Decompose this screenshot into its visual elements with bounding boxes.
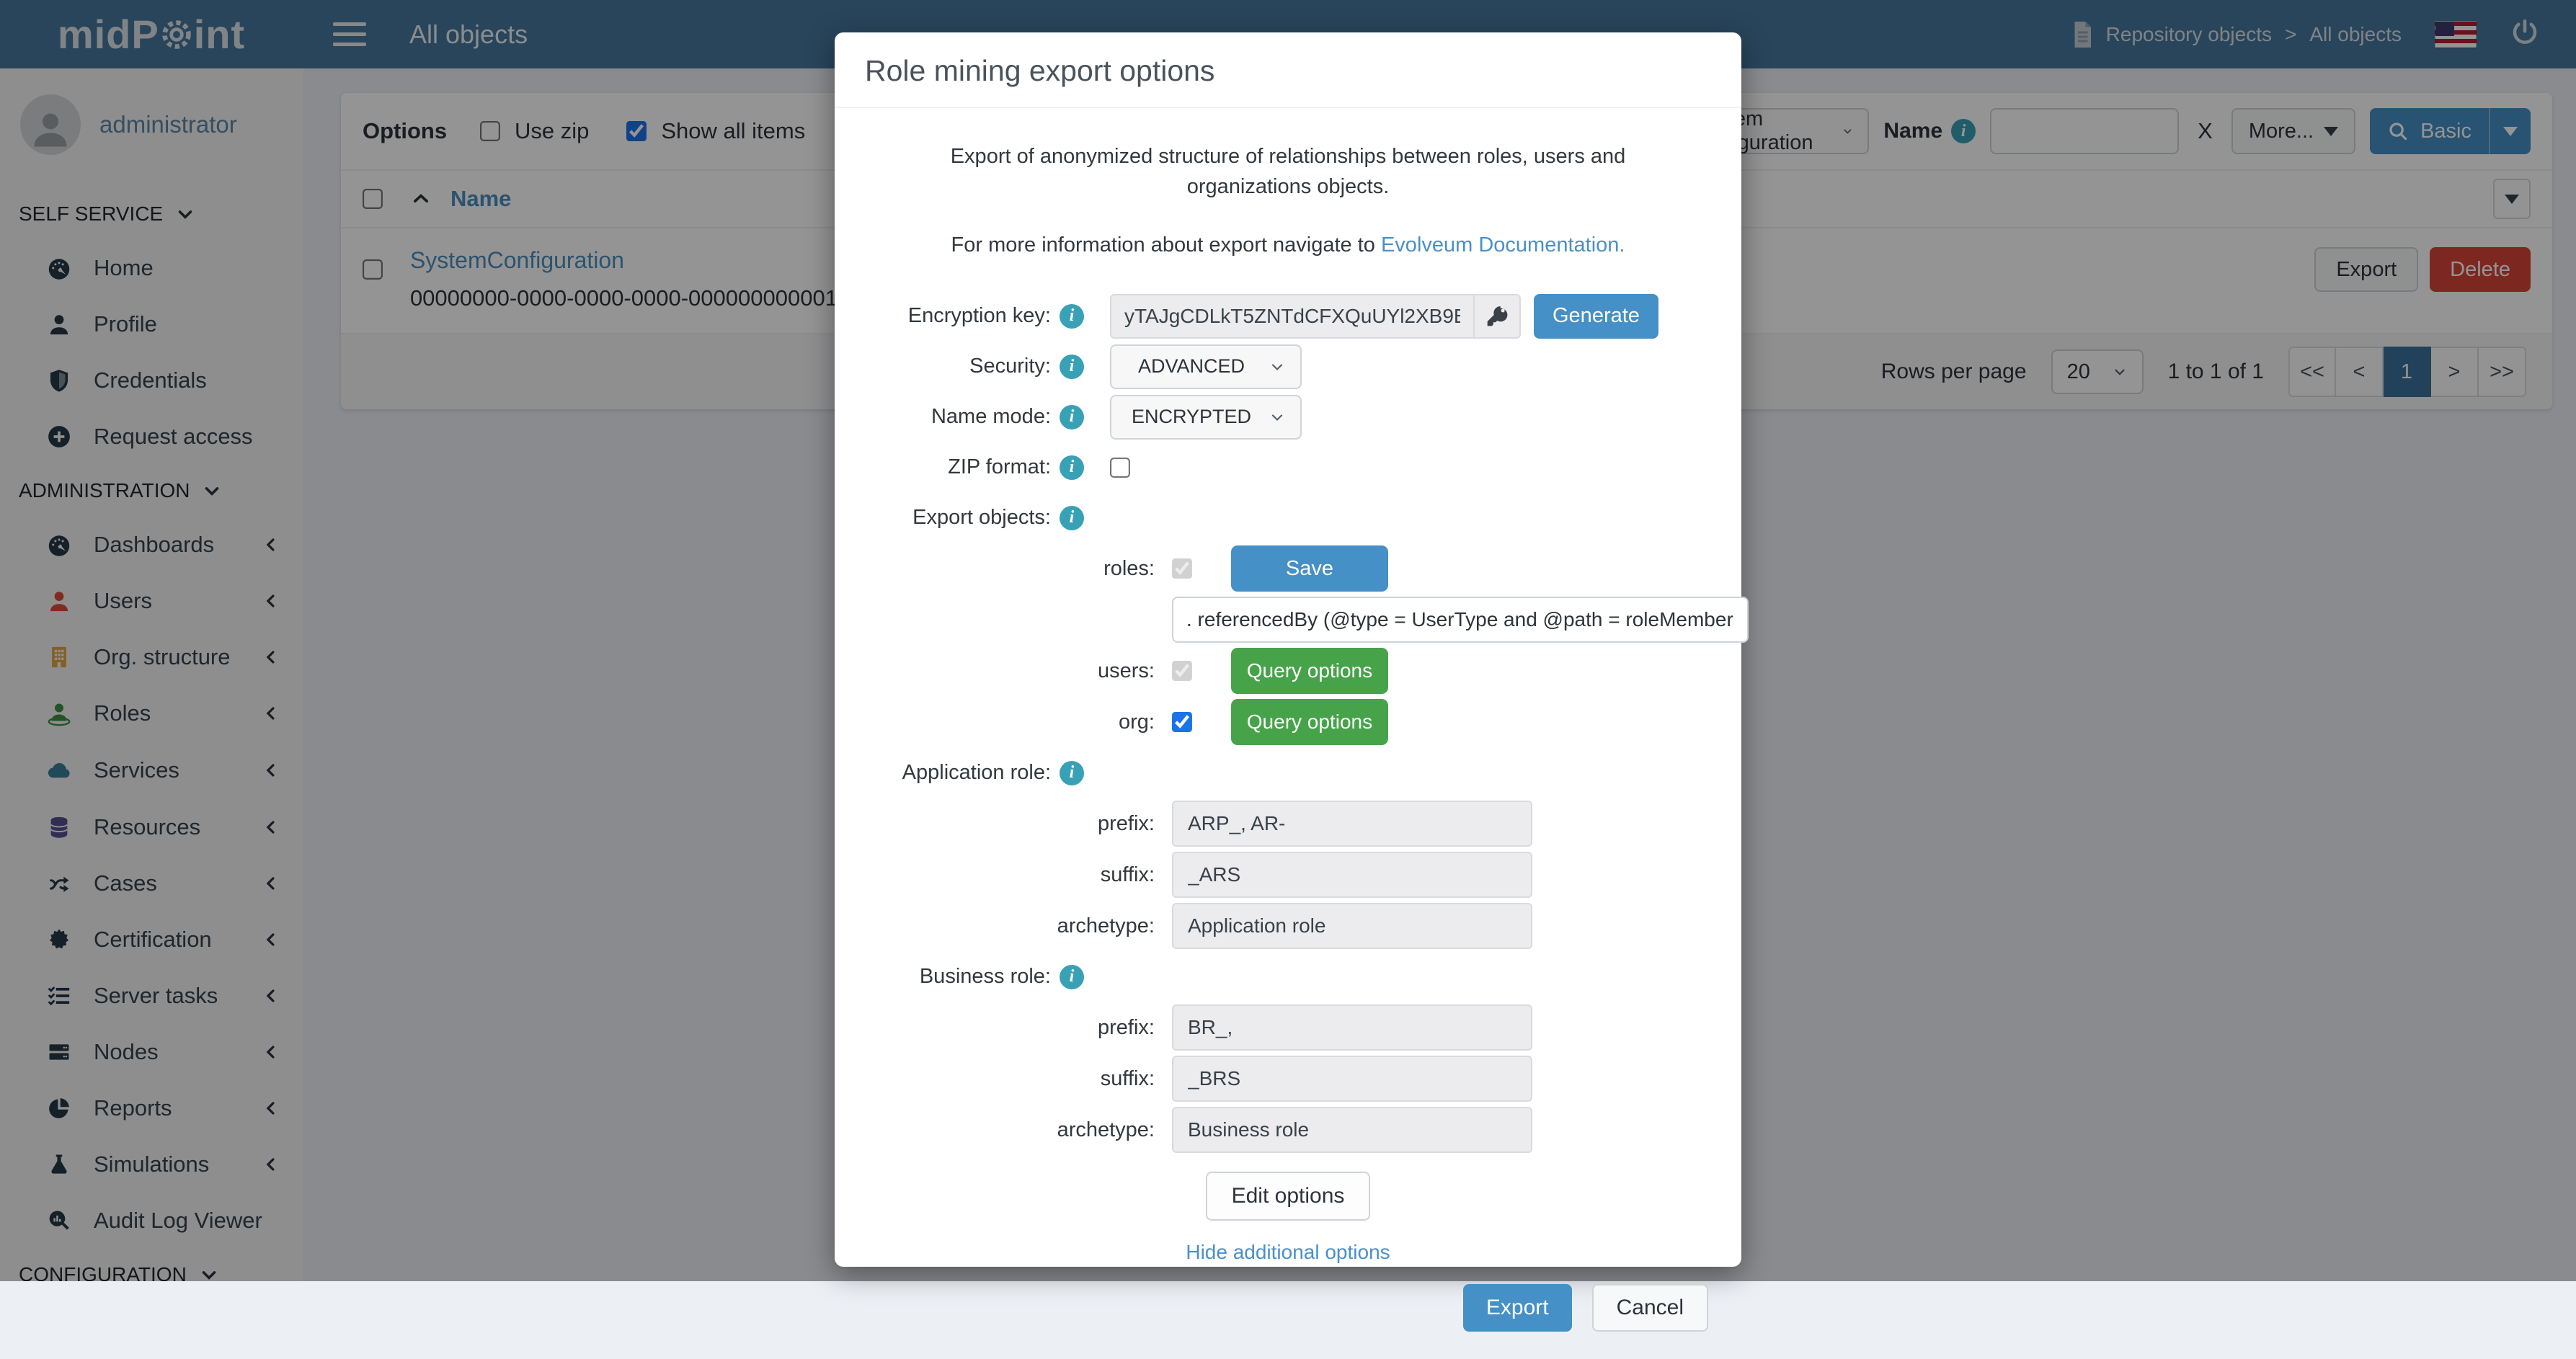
info-icon[interactable]: i xyxy=(1060,304,1084,329)
roles-checkbox xyxy=(1172,558,1192,579)
security-row: Security: i ADVANCED xyxy=(863,344,1713,389)
export-objects-row: Export objects: i xyxy=(863,495,1713,540)
info-icon[interactable]: i xyxy=(1060,506,1084,530)
roles-save-button[interactable]: Save xyxy=(1231,545,1388,592)
hide-additional-options-link[interactable]: Hide additional options xyxy=(863,1241,1713,1264)
generate-button[interactable]: Generate xyxy=(1534,294,1658,339)
application-role-archetype-input[interactable] xyxy=(1172,903,1532,949)
evolveum-documentation-link[interactable]: Evolveum Documentation. xyxy=(1381,233,1625,257)
org-row: org: Query options xyxy=(863,699,1713,745)
encryption-key-row: Encryption key: i Generate xyxy=(863,293,1713,339)
application-role-prefix-input[interactable] xyxy=(1172,801,1532,847)
info-icon[interactable]: i xyxy=(1060,355,1084,379)
info-icon[interactable]: i xyxy=(1060,405,1084,429)
business-role-archetype-row: archetype: xyxy=(863,1107,1713,1153)
modal-title: Role mining export options xyxy=(865,54,1711,88)
org-checkbox[interactable] xyxy=(1172,712,1192,732)
users-checkbox xyxy=(1172,661,1192,681)
business-role-row: Business role: i xyxy=(863,954,1713,999)
modal-cancel-button[interactable]: Cancel xyxy=(1592,1284,1708,1332)
application-role-suffix-row: suffix: xyxy=(863,852,1713,898)
role-mining-export-modal: Role mining export options Export of ano… xyxy=(835,32,1741,1267)
roles-row: roles: Save xyxy=(863,545,1713,592)
users-row: users: Query options xyxy=(863,648,1713,694)
roles-query-row xyxy=(863,597,1713,643)
zip-format-row: ZIP format: i xyxy=(863,445,1713,490)
modal-export-button[interactable]: Export xyxy=(1463,1284,1572,1332)
users-query-options-button[interactable]: Query options xyxy=(1231,648,1388,694)
business-role-suffix-input[interactable] xyxy=(1172,1056,1532,1102)
zip-format-checkbox[interactable] xyxy=(1110,458,1130,478)
business-role-archetype-input[interactable] xyxy=(1172,1107,1532,1153)
application-role-prefix-row: prefix: xyxy=(863,801,1713,847)
application-role-archetype-row: archetype: xyxy=(863,903,1713,949)
org-query-options-button[interactable]: Query options xyxy=(1231,699,1388,745)
info-icon[interactable]: i xyxy=(1060,455,1084,480)
roles-query-input[interactable] xyxy=(1172,597,1749,643)
business-role-prefix-input[interactable] xyxy=(1172,1004,1532,1051)
application-role-row: Application role: i xyxy=(863,750,1713,796)
chevron-down-icon xyxy=(1269,409,1286,426)
info-icon[interactable]: i xyxy=(1060,965,1084,989)
info-icon[interactable]: i xyxy=(1060,761,1084,785)
modal-more-info: For more information about export naviga… xyxy=(863,233,1713,257)
business-role-suffix-row: suffix: xyxy=(863,1056,1713,1102)
name-mode-select[interactable]: ENCRYPTED xyxy=(1110,395,1302,440)
key-icon[interactable] xyxy=(1475,294,1521,339)
name-mode-row: Name mode: i ENCRYPTED xyxy=(863,394,1713,440)
business-role-prefix-row: prefix: xyxy=(863,1004,1713,1051)
encryption-key-input[interactable] xyxy=(1110,294,1475,339)
chevron-down-icon xyxy=(1269,358,1286,375)
security-select[interactable]: ADVANCED xyxy=(1110,344,1302,389)
edit-options-button[interactable]: Edit options xyxy=(1206,1172,1371,1221)
modal-description: Export of anonymized structure of relati… xyxy=(942,141,1634,202)
application-role-suffix-input[interactable] xyxy=(1172,852,1532,898)
